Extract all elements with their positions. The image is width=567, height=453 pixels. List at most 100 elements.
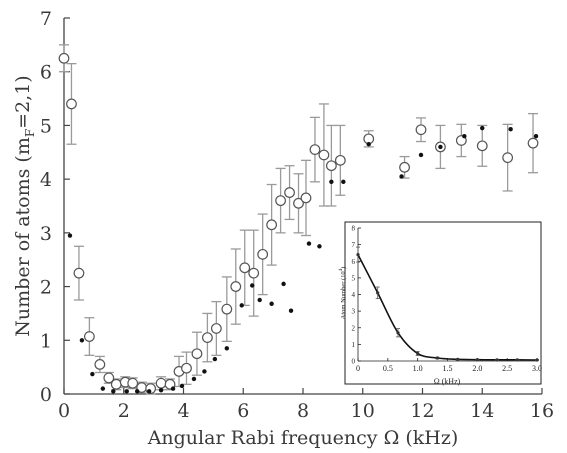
main-open-circle-point <box>127 377 139 389</box>
inset-y-label-tail: ) <box>340 267 347 269</box>
main-filled-dot-point <box>212 356 218 362</box>
main-filled-dot-point <box>533 133 539 139</box>
inset-data-point <box>396 331 400 335</box>
inset-y-tick-label: 5 <box>352 274 356 282</box>
main-filled-dot-point <box>269 301 274 306</box>
main-x-tick-label: 10 <box>351 400 375 422</box>
main-open-circle-point <box>502 152 514 164</box>
svg-text:Atom Number (104): Atom Number (104) <box>339 267 347 320</box>
main-filled-dot-point <box>202 369 207 374</box>
main-filled-dot-point <box>224 346 230 351</box>
main-filled-dot-point <box>366 142 371 147</box>
inset-plot: 0 0.5 1.0 1.5 2.0 2.5 3.0 0 1 2 3 4 5 6 7 8 Ω (kHz) At… <box>339 221 542 386</box>
main-open-circle-point <box>248 267 260 279</box>
main-filled-dot-point <box>462 133 467 139</box>
inset-x-tick-label: 3.0 <box>532 364 542 373</box>
main-filled-dot-point <box>250 283 255 288</box>
main-filled-dot-point <box>399 174 404 179</box>
inset-y-tick-label: 1 <box>352 341 356 349</box>
main-filled-dot-point <box>438 144 443 150</box>
main-x-tick-label: 8 <box>297 400 309 422</box>
inset-data-point <box>456 357 460 361</box>
main-y-tick-label: 6 <box>40 62 52 84</box>
main-filled-dot-point <box>281 281 286 287</box>
main-filled-dot-point <box>306 241 312 246</box>
main-open-circle-point <box>275 195 286 207</box>
main-open-circle-point <box>476 140 488 152</box>
main-y-tick-label: 3 <box>40 223 52 245</box>
main-y-tick-label: 4 <box>40 169 52 191</box>
inset-x-tick-label: 1.0 <box>413 364 423 373</box>
main-open-circle-point <box>266 219 278 231</box>
inset-data-point <box>435 356 439 360</box>
inset-x-tick-label: 1.5 <box>443 364 453 373</box>
main-open-circle-point <box>399 161 410 173</box>
inset-y-tick-label: 8 <box>352 225 356 233</box>
main-y-tick-label: 0 <box>40 384 52 406</box>
inset-y-tick-label: 2 <box>352 324 356 332</box>
main-filled-dot-point <box>124 389 129 394</box>
main-x-axis-label: Angular Rabi frequency Ω (kHz) <box>147 427 459 449</box>
main-open-circle-point <box>257 248 269 260</box>
main-filled-dot-point <box>480 125 485 131</box>
main-filled-dot-point <box>146 389 152 394</box>
main-open-circle-point <box>334 154 346 166</box>
main-filled-dot-point <box>191 376 197 382</box>
main-open-circle-point <box>325 160 337 172</box>
inset-y-tick-label: 7 <box>352 241 356 249</box>
main-y-axis-label: Number of atoms (mF=2,1) <box>12 75 37 336</box>
inset-data-point <box>416 351 420 356</box>
main-filled-dot-point <box>418 152 424 158</box>
inset-y-label-superscript: 4 <box>339 268 344 271</box>
inset-y-tick-label: 3 <box>352 308 356 316</box>
inset-frame <box>344 221 542 385</box>
inset-x-tick-label: 2.5 <box>502 364 512 373</box>
main-filled-dot-point <box>257 297 262 303</box>
main-open-circle-point <box>230 281 242 292</box>
main-y-label-tail: =2,1) <box>12 75 34 129</box>
main-open-circle-point <box>415 124 427 136</box>
main-filled-dot-point <box>317 244 322 249</box>
main-y-label-text: Number of atoms (m <box>12 137 34 337</box>
main-y-tick-label: 7 <box>40 8 52 30</box>
main-filled-dot-series <box>67 125 539 394</box>
main-filled-dot-point <box>90 371 95 377</box>
main-y-tick-label: 2 <box>40 277 52 299</box>
main-filled-dot-point <box>179 383 185 389</box>
inset-fit-curve <box>357 254 538 361</box>
inset-data-point <box>535 358 539 362</box>
main-open-circle-point <box>210 323 222 334</box>
inset-data-point <box>376 291 380 295</box>
main-open-circle-point <box>284 187 295 198</box>
main-open-circle-point <box>66 98 77 110</box>
inset-data-point <box>515 358 519 362</box>
main-filled-dot-point <box>170 386 176 391</box>
inset-x-tick-label: 2.0 <box>472 364 482 373</box>
main-open-circle-point <box>293 197 304 209</box>
main-open-circle-series <box>58 52 539 395</box>
inset-y-label-text: Atom Number (10 <box>340 271 347 319</box>
main-open-circle-point <box>201 332 213 344</box>
inset-data-point <box>495 358 499 362</box>
main-filled-dot-point <box>239 303 244 308</box>
main-open-circle-point <box>239 262 251 274</box>
inset-y-tick-label: 4 <box>352 291 356 299</box>
main-filled-dot-point <box>100 386 106 391</box>
main-open-circle-point <box>318 149 330 161</box>
main-x-tick-label: 2 <box>118 400 130 422</box>
main-x-tick-label: 4 <box>177 400 189 422</box>
inset-y-axis-label: Atom Number (104) <box>339 267 347 320</box>
main-x-tick-label: 12 <box>410 400 434 422</box>
main-x-tick-label: 0 <box>58 400 70 422</box>
main-filled-dot-point <box>67 233 73 238</box>
main-filled-dot-point <box>288 308 294 313</box>
main-x-tick-label: 16 <box>530 400 554 422</box>
main-open-circle-point <box>527 137 539 149</box>
inset-x-tick-label: 0 <box>356 364 360 373</box>
main-open-circle-point <box>300 192 312 204</box>
main-open-circle-point <box>110 378 122 390</box>
main-filled-dot-point <box>79 338 85 343</box>
main-open-circle-point <box>181 362 192 374</box>
svg-text:Number of atoms (mF=2,1): Number of atoms (mF=2,1) <box>12 75 37 336</box>
